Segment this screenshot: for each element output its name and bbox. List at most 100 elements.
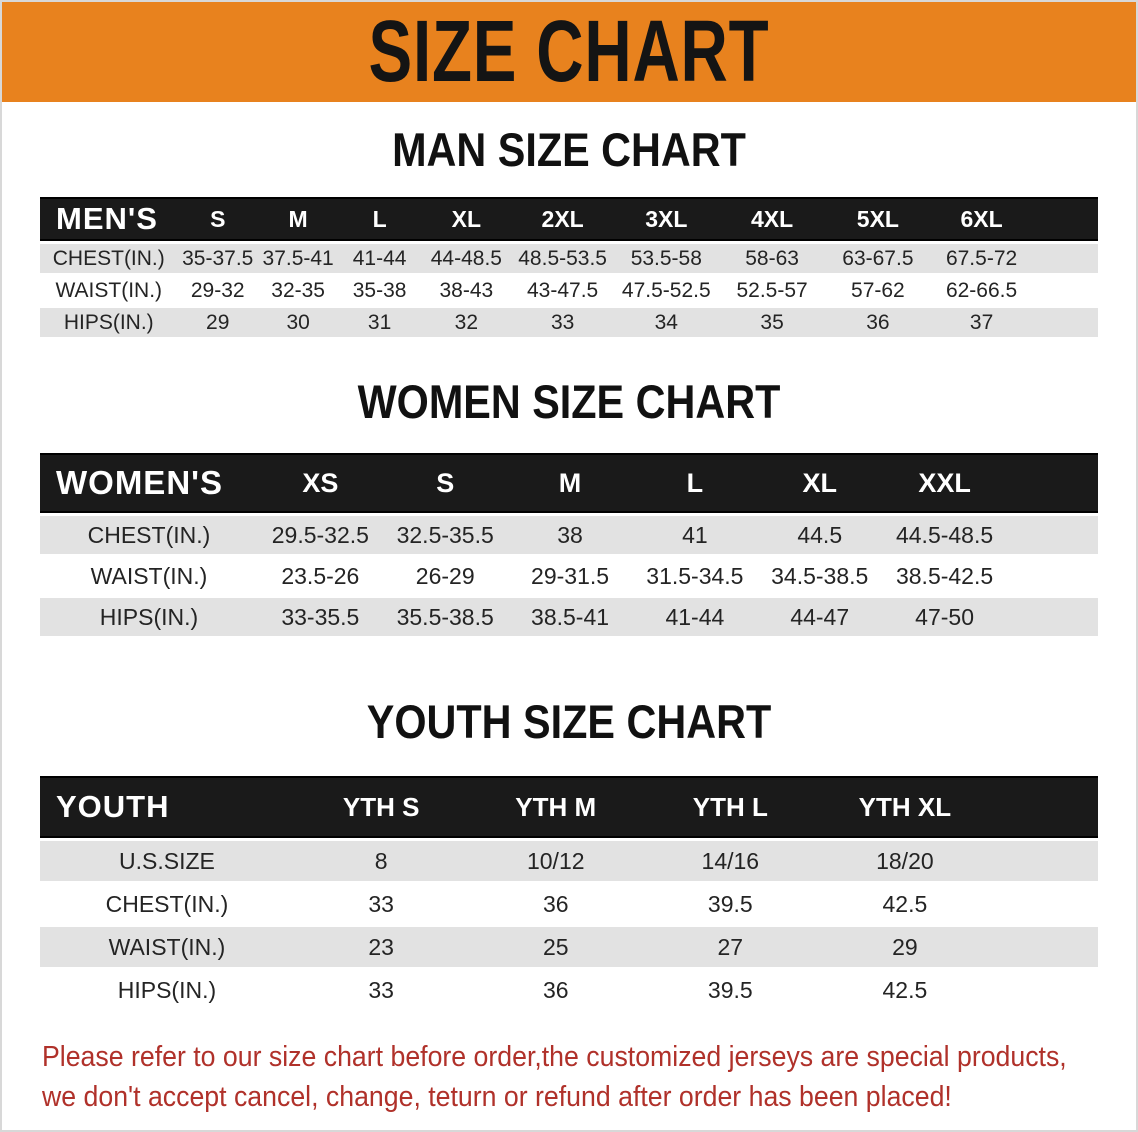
men-size-table: MEN'S S M L XL 2XL 3XL 4XL 5XL 6XL CHEST… <box>40 194 1098 340</box>
cell: 39.5 <box>643 970 818 1010</box>
cell: 38.5-41 <box>507 598 633 636</box>
row-label: WAIST(IN.) <box>40 276 178 305</box>
cell: 57-62 <box>825 276 931 305</box>
footer-note-line-2: we don't accept cancel, change, teturn o… <box>42 1081 952 1113</box>
cell: 23.5-26 <box>257 557 383 595</box>
cell: 32-35 <box>257 276 339 305</box>
cell: 10/12 <box>468 841 644 881</box>
cell: 44.5 <box>757 516 883 554</box>
cell: 47-50 <box>882 598 1007 636</box>
cell: 27 <box>643 927 818 967</box>
women-col-header: S <box>382 453 508 513</box>
row-label: U.S.SIZE <box>40 841 294 881</box>
cell: 29.5-32.5 <box>257 516 383 554</box>
women-header-row: WOMEN'S XS S M L XL XXL <box>40 453 1098 513</box>
youth-col-header: YTH XL <box>817 776 993 838</box>
men-col-header: M <box>257 197 339 241</box>
footer-note: Please refer to our size chart before or… <box>42 1037 1136 1117</box>
row-label: HIPS(IN.) <box>40 598 258 636</box>
cell: 41-44 <box>338 244 421 273</box>
cell: 39.5 <box>643 884 818 924</box>
cell: 14/16 <box>643 841 818 881</box>
cell: 53.5-58 <box>613 244 720 273</box>
women-waist-row: WAIST(IN.) 23.5-26 26-29 29-31.5 31.5-34… <box>40 557 1098 595</box>
cell: 44-47 <box>757 598 883 636</box>
cell-filler <box>992 841 1098 881</box>
cell: 52.5-57 <box>719 276 825 305</box>
women-header-filler <box>1007 453 1098 513</box>
cell: 8 <box>293 841 469 881</box>
men-waist-row: WAIST(IN.) 29-32 32-35 35-38 38-43 43-47… <box>40 276 1098 305</box>
cell-filler <box>1032 244 1098 273</box>
cell: 18/20 <box>817 841 993 881</box>
cell: 38 <box>507 516 633 554</box>
men-col-header: 6XL <box>930 197 1033 241</box>
cell: 35-37.5 <box>177 244 258 273</box>
youth-corner-label: YOUTH <box>40 776 294 838</box>
banner-title: SIZE CHART <box>368 2 770 100</box>
men-col-header: 3XL <box>613 197 720 241</box>
men-col-header: 4XL <box>719 197 825 241</box>
cell: 37.5-41 <box>257 244 339 273</box>
men-col-header: L <box>338 197 421 241</box>
cell: 36 <box>468 884 644 924</box>
cell-filler <box>1007 557 1098 595</box>
cell-filler <box>992 970 1098 1010</box>
cell: 29-31.5 <box>507 557 633 595</box>
cell: 62-66.5 <box>930 276 1033 305</box>
cell: 26-29 <box>382 557 508 595</box>
men-col-header: 5XL <box>825 197 931 241</box>
cell: 35.5-38.5 <box>382 598 508 636</box>
youth-section-heading: YOUTH SIZE CHART <box>366 695 772 748</box>
men-corner-label: MEN'S <box>40 197 178 241</box>
women-col-header: XS <box>257 453 383 513</box>
cell: 33 <box>293 884 469 924</box>
row-label: CHEST(IN.) <box>40 884 294 924</box>
youth-col-header: YTH M <box>468 776 644 838</box>
cell: 42.5 <box>817 970 993 1010</box>
cell: 38.5-42.5 <box>882 557 1007 595</box>
women-col-header: L <box>632 453 758 513</box>
men-col-header: 2XL <box>511 197 614 241</box>
cell: 30 <box>257 308 339 337</box>
cell: 29-32 <box>177 276 258 305</box>
women-section-heading: WOMEN SIZE CHART <box>357 375 781 428</box>
row-label: HIPS(IN.) <box>40 308 178 337</box>
men-col-header: S <box>177 197 258 241</box>
cell: 32 <box>420 308 512 337</box>
cell: 44.5-48.5 <box>882 516 1007 554</box>
men-col-header: XL <box>420 197 512 241</box>
row-label: HIPS(IN.) <box>40 970 294 1010</box>
section-women: WOMEN SIZE CHART WOMEN'S XS S M L XL XXL <box>2 375 1136 639</box>
men-header-filler <box>1032 197 1098 241</box>
row-label: WAIST(IN.) <box>40 557 258 595</box>
women-col-header: XXL <box>882 453 1007 513</box>
women-col-header: M <box>507 453 633 513</box>
cell: 58-63 <box>719 244 825 273</box>
cell: 36 <box>825 308 931 337</box>
cell: 37 <box>930 308 1033 337</box>
cell: 41 <box>632 516 758 554</box>
cell: 31 <box>338 308 421 337</box>
cell-filler <box>1032 308 1098 337</box>
footer-note-line-1: Please refer to our size chart before or… <box>42 1041 1067 1073</box>
cell-filler <box>1032 276 1098 305</box>
women-hips-row: HIPS(IN.) 33-35.5 35.5-38.5 38.5-41 41-4… <box>40 598 1098 636</box>
cell: 41-44 <box>632 598 758 636</box>
cell: 33 <box>511 308 614 337</box>
men-chest-row: CHEST(IN.) 35-37.5 37.5-41 41-44 44-48.5… <box>40 244 1098 273</box>
youth-header-filler <box>992 776 1098 838</box>
men-header-row: MEN'S S M L XL 2XL 3XL 4XL 5XL 6XL <box>40 197 1098 241</box>
cell: 63-67.5 <box>825 244 931 273</box>
youth-ussize-row: U.S.SIZE 8 10/12 14/16 18/20 <box>40 841 1098 881</box>
men-section-heading: MAN SIZE CHART <box>392 123 746 176</box>
cell: 23 <box>293 927 469 967</box>
cell: 42.5 <box>817 884 993 924</box>
youth-header-row: YOUTH YTH S YTH M YTH L YTH XL <box>40 776 1098 838</box>
cell-filler <box>992 927 1098 967</box>
cell: 31.5-34.5 <box>632 557 758 595</box>
banner: SIZE CHART <box>2 2 1136 102</box>
row-label: WAIST(IN.) <box>40 927 294 967</box>
cell-filler <box>1007 516 1098 554</box>
